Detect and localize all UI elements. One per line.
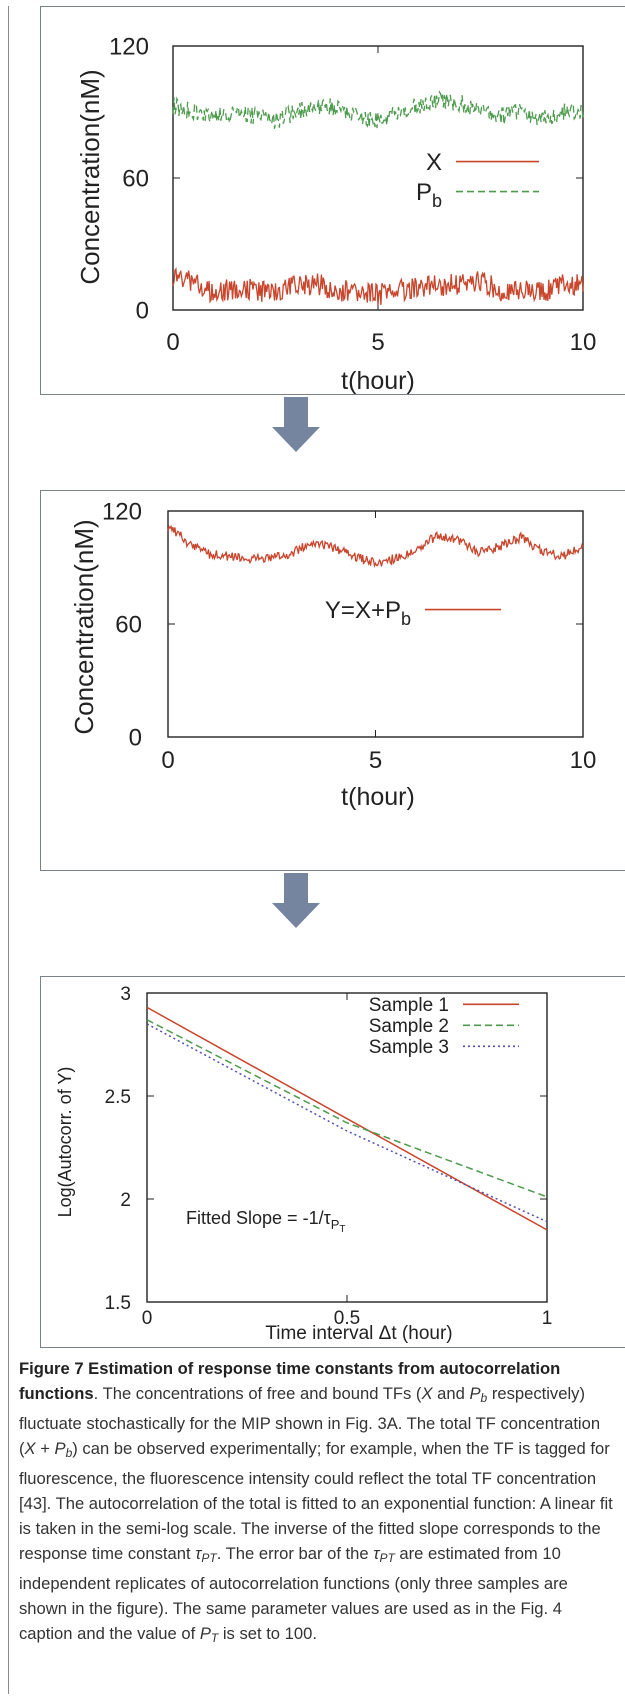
series-line-1 (172, 267, 584, 305)
x-tick-label: 10 (570, 329, 597, 356)
x-tick-label: 0 (142, 1308, 153, 1329)
down-arrow-shape (272, 873, 320, 928)
series-line-2 (172, 90, 584, 129)
y-tick-label: 120 (102, 499, 142, 526)
caption-sub-b: b (480, 1391, 488, 1405)
panel-concentration-x-pb: 0 5 10 0 60 120 t(hour) Concentration(nM) X Pb (40, 6, 625, 395)
legend-label: X (426, 149, 442, 176)
x-tick-label: 5 (369, 747, 382, 774)
down-arrow-icon (272, 873, 320, 928)
y-tick-label: 60 (122, 166, 149, 193)
chart-autocorrelation: 0 0.5 1 1.5 2 2.5 3 Time interval Δt (hour) Log(… (55, 984, 553, 1344)
caption-text: is set to 100. (218, 1624, 317, 1643)
y-tick-label: 2.5 (105, 1087, 131, 1108)
y-axis-label: Concentration(nM) (69, 519, 99, 734)
caption-tau: τ (195, 1544, 202, 1563)
legend-label: Sample 3 (369, 1037, 449, 1058)
caption-text: are estimated from 10 independent replic… (19, 1544, 568, 1643)
legend-label: Pb (416, 179, 442, 211)
plot-frame (167, 510, 584, 738)
caption-text: . The concentrations of free and bound T… (93, 1384, 422, 1403)
caption-tau: τ (373, 1544, 380, 1563)
panel-autocorrelation: 0 0.5 1 1.5 2 2.5 3 Time interval Δt (hour) Log(… (40, 976, 625, 1348)
caption-text: + (35, 1439, 55, 1458)
y-axis-label: Log(Autocorr. of Y) (55, 1067, 75, 1218)
chart-concentration-x-pb: 0 5 10 0 60 120 t(hour) Concentration(nM) X Pb (75, 34, 597, 395)
y-tick-label: 3 (120, 984, 131, 1005)
legend-label: Sample 1 (369, 995, 449, 1016)
series-line-1 (146, 1006, 548, 1231)
down-arrow-icon (272, 397, 320, 452)
y-tick-label: 2 (120, 1190, 131, 1211)
caption-var-x: X (24, 1439, 36, 1458)
caption-text: . The error bar of the (216, 1544, 374, 1563)
y-axis-label: Concentration(nM) (75, 69, 105, 284)
y-tick-label: 60 (115, 612, 142, 639)
x-tick-label: 0 (166, 329, 179, 356)
page-margin-line (8, 6, 9, 1694)
caption-text: ) can be observed experimentally; for ex… (19, 1439, 613, 1563)
caption-title: Figure 7 Estimation of response time con… (19, 1359, 561, 1403)
x-tick-label: 0.5 (334, 1308, 360, 1329)
series-line-1 (167, 524, 584, 568)
annotation-subscript: P (331, 1217, 340, 1232)
fitted-slope-annotation: Fitted Slope = -1/τPT (186, 1208, 345, 1235)
caption-var-p: P (199, 1624, 211, 1643)
x-axis-label: Time interval Δt (hour) (265, 1323, 452, 1344)
caption-var-p: P (54, 1439, 66, 1458)
y-tick-label: 1.5 (105, 1293, 131, 1314)
caption-text: and (432, 1384, 470, 1403)
x-tick-label: 5 (371, 329, 384, 356)
annotation-subscript: T (339, 1224, 345, 1235)
caption-var-p: P (469, 1384, 481, 1403)
y-tick-label: 0 (129, 725, 142, 752)
legend-subscript: b (401, 609, 411, 629)
caption-var-x: X (421, 1384, 433, 1403)
x-axis-label: t(hour) (341, 783, 415, 811)
x-tick-label: 0 (161, 747, 174, 774)
figure-caption: Figure 7 Estimation of response time con… (19, 1356, 619, 1651)
panel-concentration-y: 0 5 10 0 60 120 t(hour) Concentration(nM) Y=X+Pb (40, 490, 625, 871)
y-tick-label: 0 (136, 298, 149, 325)
caption-text: respectively) fluctuate stochastically f… (19, 1384, 601, 1458)
series-line-3 (146, 1023, 548, 1223)
caption-tau-sub: PT (379, 1551, 395, 1565)
caption-tau-sub: PT (201, 1551, 217, 1565)
legend-subscript: b (432, 191, 442, 211)
plot-frame (146, 992, 548, 1303)
legend-label: Y=X+Pb (325, 597, 411, 629)
chart-concentration-y: 0 5 10 0 60 120 t(hour) Concentration(nM) Y=X+Pb (69, 499, 597, 811)
y-tick-label: 120 (109, 34, 149, 61)
caption-sub-t: T (210, 1631, 219, 1645)
x-tick-label: 10 (570, 747, 597, 774)
plot-frame (172, 45, 584, 311)
x-tick-label: 1 (542, 1308, 553, 1329)
caption-sub-b: b (65, 1446, 73, 1460)
down-arrow-shape (272, 397, 320, 452)
legend-label: Sample 2 (369, 1016, 449, 1037)
x-axis-label: t(hour) (341, 367, 415, 395)
series-line-2 (146, 1019, 548, 1198)
